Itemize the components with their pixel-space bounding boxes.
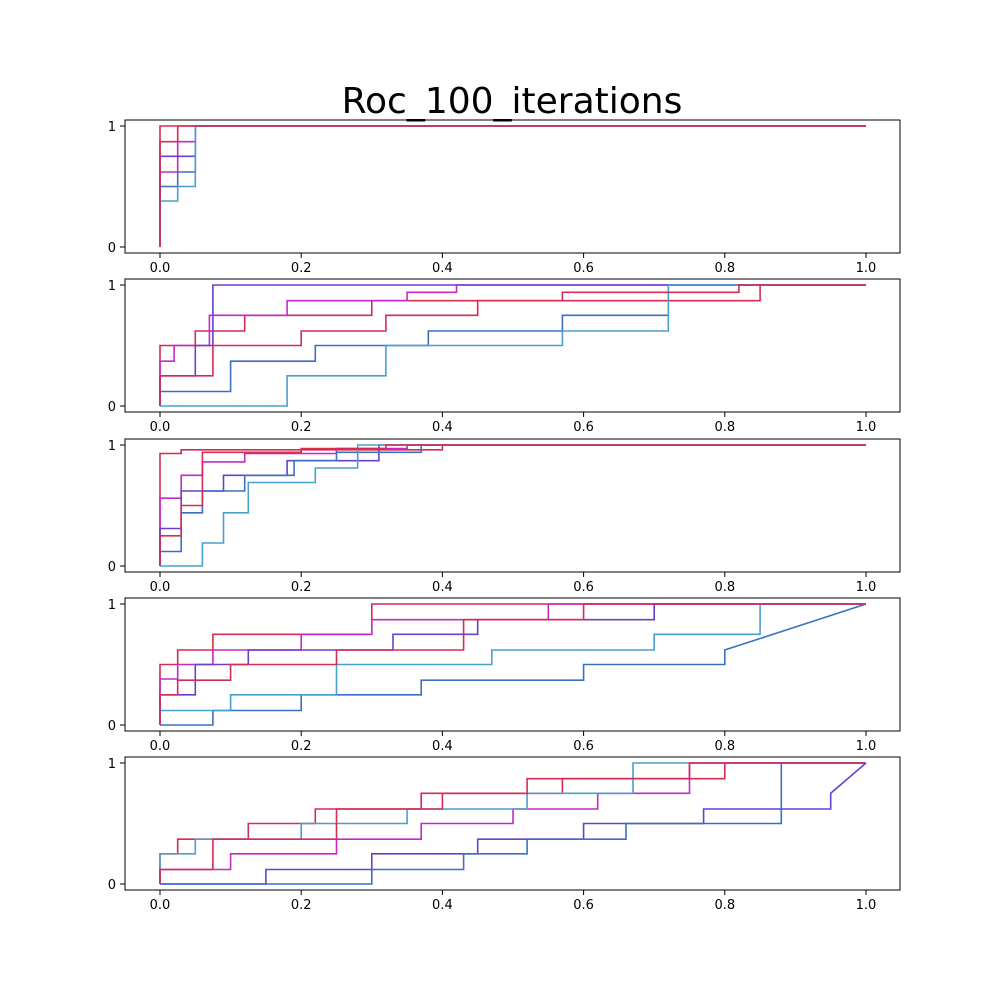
- x-tick-label: 1.0: [856, 898, 877, 913]
- x-tick-label: 0.0: [150, 261, 171, 276]
- roc-series-line: [159, 603, 866, 725]
- roc-series-line: [159, 284, 866, 406]
- x-tick-label: 0.0: [150, 898, 171, 913]
- x-tick-label: 0.8: [714, 420, 735, 435]
- x-tick-label: 0.0: [150, 739, 171, 754]
- x-tick-label: 0.4: [432, 580, 453, 595]
- y-tick-label: 0: [108, 560, 116, 575]
- y-tick-label: 1: [108, 598, 116, 613]
- y-tick-label: 1: [108, 120, 116, 135]
- x-tick-label: 0.4: [432, 898, 453, 913]
- x-tick-label: 0.6: [573, 580, 594, 595]
- figure-title: Roc_100_iterations: [342, 81, 683, 122]
- roc-series-line: [159, 125, 866, 247]
- roc-series-line: [159, 125, 866, 247]
- x-tick-label: 0.0: [150, 580, 171, 595]
- y-tick-label: 0: [108, 400, 116, 415]
- roc-series-line: [160, 603, 867, 726]
- axes-frame: [124, 438, 901, 573]
- roc-series-line: [159, 603, 866, 725]
- roc-series-line: [159, 125, 866, 247]
- roc-subplot-4: 0.0 0.2 0.4 0.6 0.8 1.0 0 1: [108, 597, 901, 754]
- x-tick-label: 0.4: [432, 261, 453, 276]
- x-tick-label: 0.6: [573, 420, 594, 435]
- x-tick-label: 0.6: [573, 261, 594, 276]
- roc-series-line: [159, 762, 866, 884]
- x-tick-label: 0.6: [573, 739, 594, 754]
- x-tick-label: 0.2: [291, 420, 312, 435]
- roc-subplot-2: 0.0 0.2 0.4 0.6 0.8 1.0 0 1: [108, 278, 901, 435]
- x-tick-label: 0.2: [291, 898, 312, 913]
- x-tick-label: 0.0: [150, 420, 171, 435]
- y-tick-label: 1: [108, 757, 116, 772]
- x-tick-label: 0.8: [714, 580, 735, 595]
- x-tick-label: 0.2: [291, 261, 312, 276]
- axes-frame: [124, 756, 901, 891]
- y-tick-label: 1: [108, 279, 116, 294]
- roc-series-line: [159, 444, 866, 566]
- axes-frame: [124, 119, 901, 254]
- roc-series-line: [159, 444, 866, 566]
- roc-series-line: [159, 444, 866, 566]
- roc-series-line: [159, 444, 866, 566]
- x-tick-label: 0.6: [573, 898, 594, 913]
- axes-frame: [124, 278, 901, 413]
- roc-subplot-5: 0.0 0.2 0.4 0.6 0.8 1.0 0 1: [108, 756, 901, 913]
- x-tick-label: 0.4: [432, 420, 453, 435]
- x-tick-label: 0.8: [714, 898, 735, 913]
- roc-subplot-1: 0.0 0.2 0.4 0.6 0.8 1.0 0 1: [108, 119, 901, 276]
- roc-series-line: [160, 762, 866, 885]
- x-tick-label: 1.0: [856, 739, 877, 754]
- x-tick-label: 0.2: [291, 580, 312, 595]
- y-tick-label: 0: [108, 719, 116, 734]
- y-tick-label: 0: [108, 241, 116, 256]
- roc-series-line: [159, 125, 866, 247]
- y-tick-label: 1: [108, 439, 116, 454]
- roc-series-line: [160, 444, 866, 567]
- x-tick-label: 0.8: [714, 261, 735, 276]
- roc-series-line: [160, 284, 866, 407]
- x-tick-label: 1.0: [856, 580, 877, 595]
- x-tick-label: 0.8: [714, 739, 735, 754]
- roc-series-line: [159, 762, 866, 884]
- roc-series-line: [159, 444, 866, 566]
- roc-series-line: [159, 125, 866, 247]
- y-tick-label: 0: [108, 878, 116, 893]
- x-tick-label: 1.0: [856, 261, 877, 276]
- axes-frame: [124, 597, 901, 732]
- x-tick-label: 0.2: [291, 739, 312, 754]
- roc-series-line: [159, 284, 866, 406]
- roc-series-line: [159, 762, 866, 884]
- x-tick-label: 1.0: [856, 420, 877, 435]
- roc-subplot-3: 0.0 0.2 0.4 0.6 0.8 1.0 0 1: [108, 438, 901, 595]
- x-tick-label: 0.4: [432, 739, 453, 754]
- roc-series-line: [159, 125, 866, 247]
